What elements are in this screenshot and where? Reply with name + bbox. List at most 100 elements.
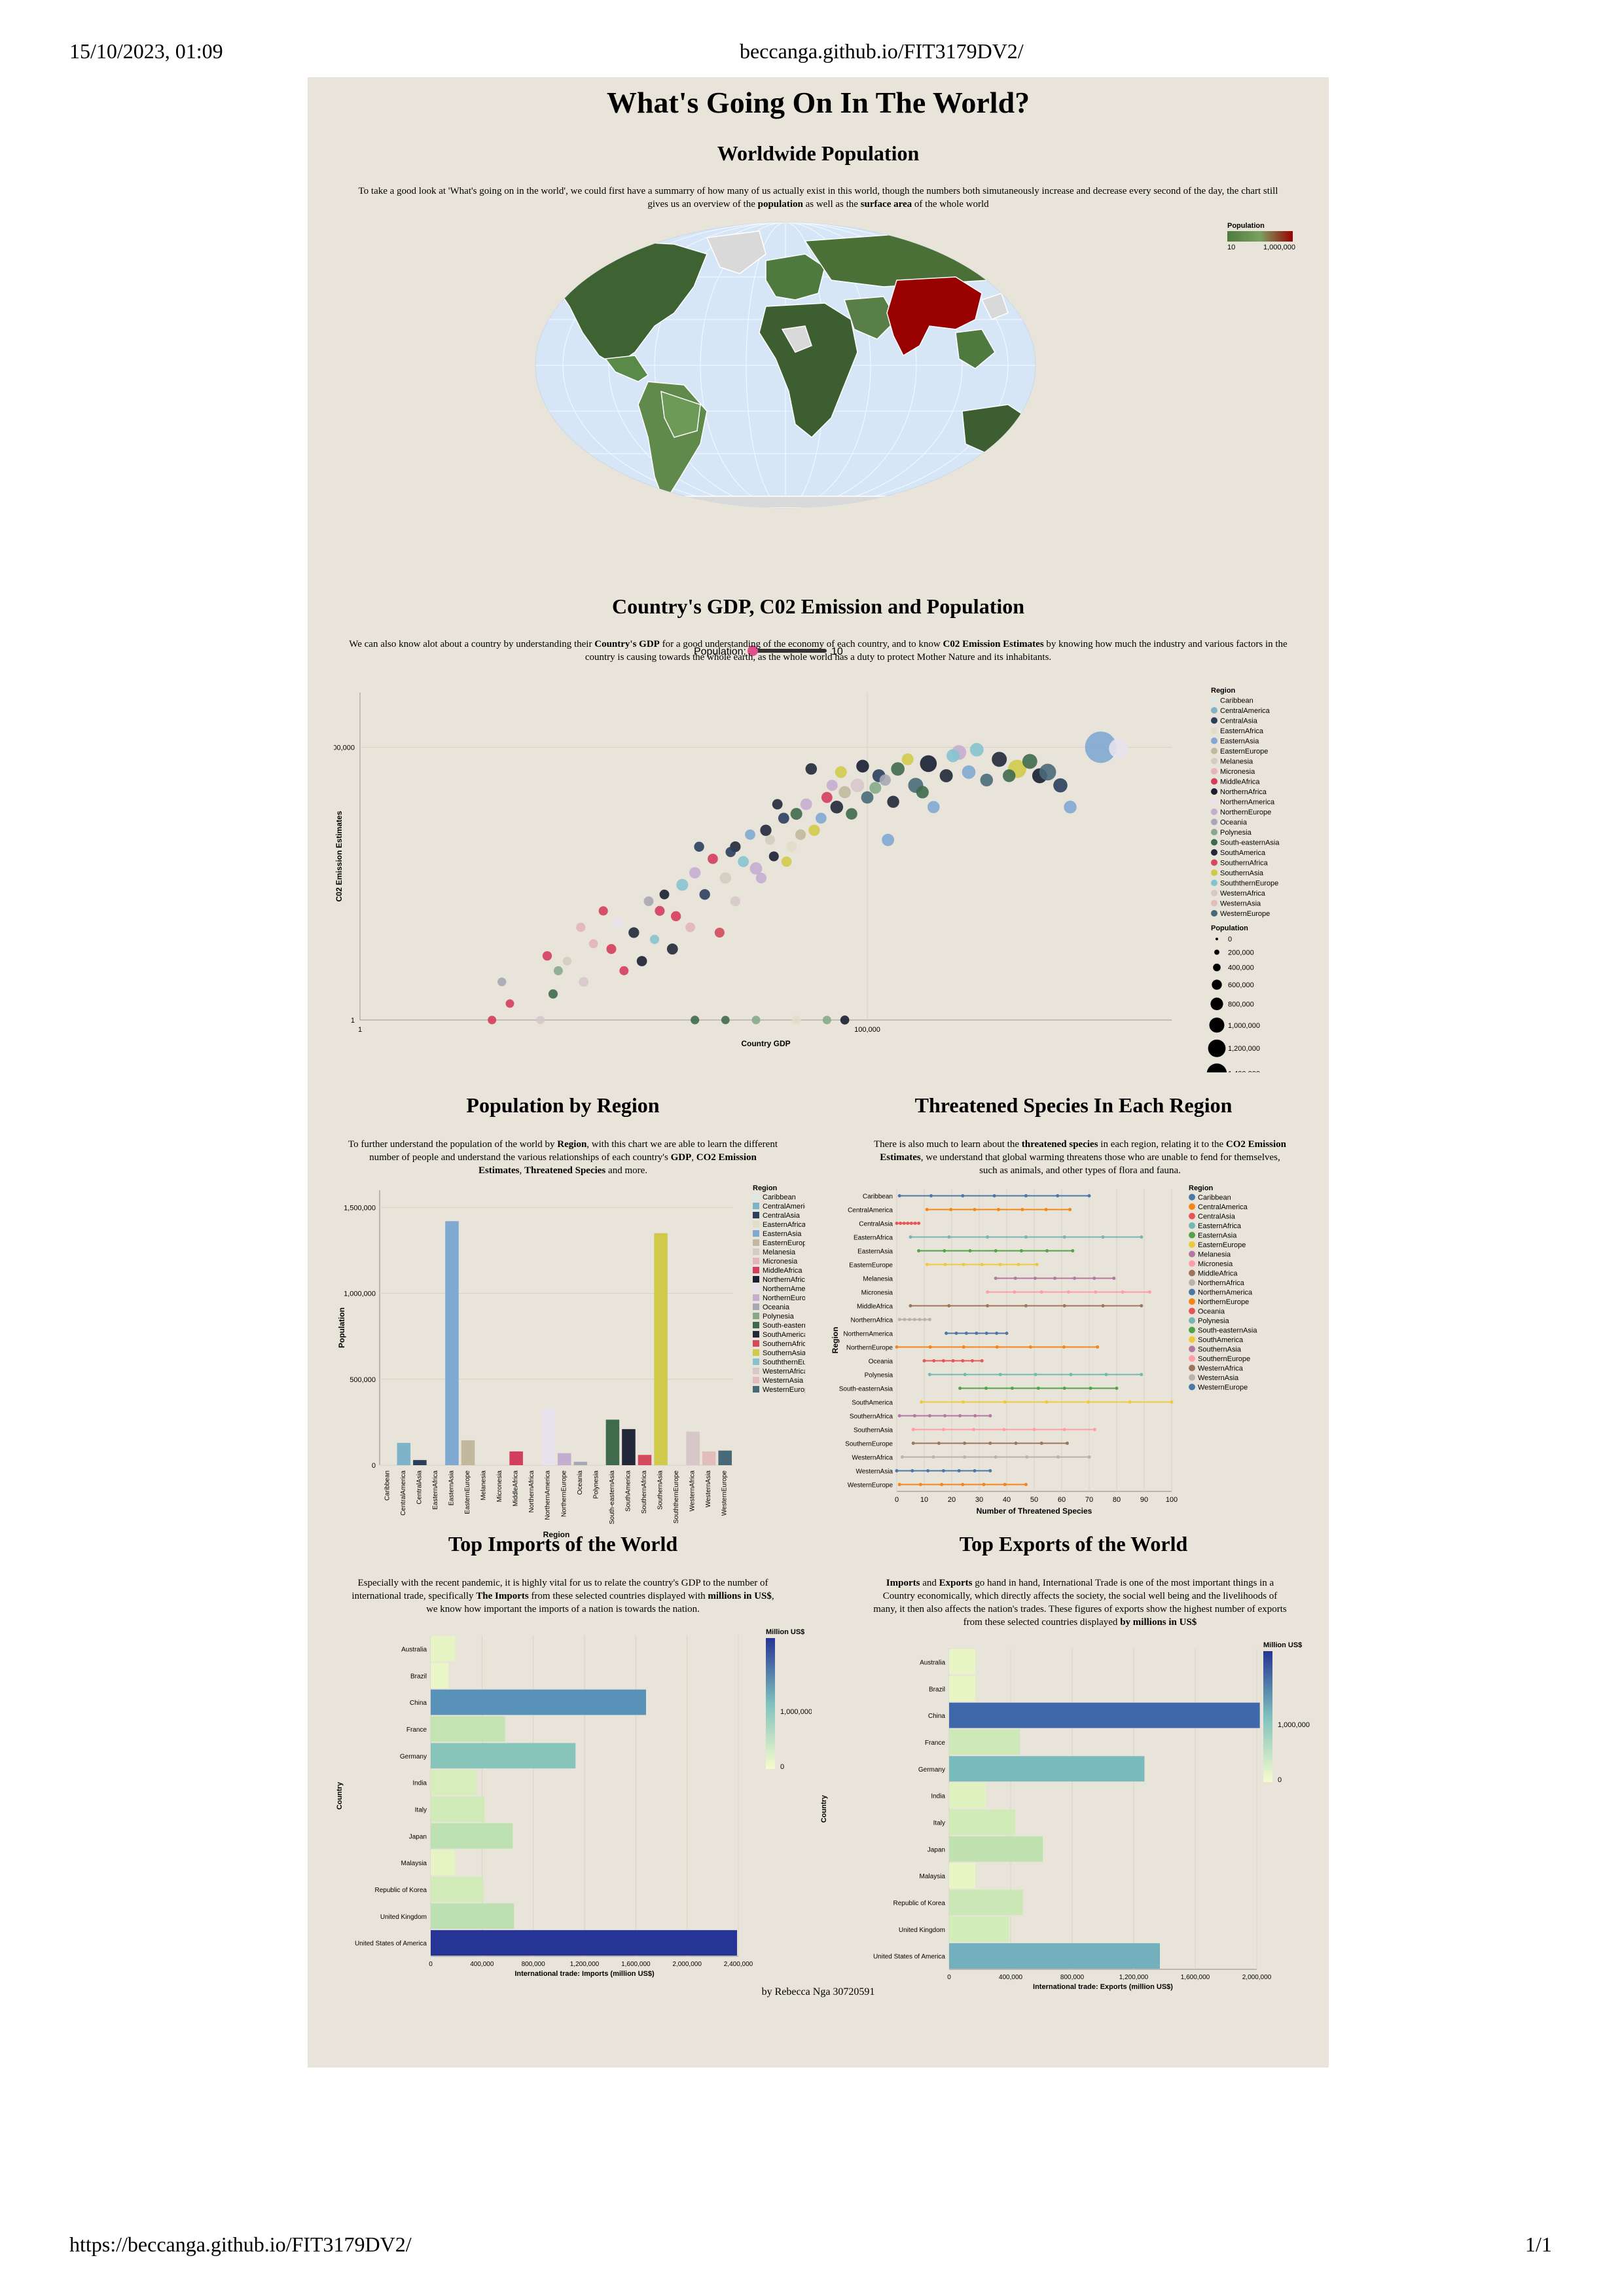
imports-bar-chart[interactable]: 0 400,000 800,000 1,200,000 1,600,000 2,000,0… [334, 1629, 812, 2061]
legend-label: SouththernEurope [763, 1358, 805, 1366]
y-axis-title: Region [831, 1327, 840, 1354]
legend-symbol [753, 1331, 759, 1338]
data-point [606, 944, 617, 955]
legend-symbol [753, 1276, 759, 1283]
data-point [691, 1015, 700, 1025]
data-point [992, 1194, 996, 1197]
data-point [708, 853, 718, 864]
data-point [721, 1015, 730, 1025]
bar [949, 1675, 975, 1702]
world-map[interactable]: Population 10 1,000,000 Population: 10 [308, 215, 1329, 660]
data-point [928, 1373, 931, 1376]
x-tick-label: 0 [895, 1496, 899, 1504]
legend-label: NorthernAfrica [763, 1276, 805, 1284]
data-point [963, 1455, 967, 1459]
data-point [975, 1332, 979, 1335]
y-tick-label: EasternAfrica [854, 1235, 893, 1242]
data-point [1092, 1277, 1096, 1280]
legend-symbol [1189, 1307, 1195, 1315]
legend-label: WesternAfrica [1220, 890, 1266, 898]
data-point [1045, 1249, 1049, 1252]
y-tick-label: United States of America [873, 1954, 945, 1961]
bar [573, 1461, 588, 1465]
legend-label: SouthernEurope [1198, 1355, 1250, 1363]
legend-symbol [1211, 707, 1217, 714]
legend-symbol [753, 1239, 759, 1246]
data-point [958, 1387, 962, 1390]
gdp-title: Country's GDP, C02 Emission and Populati… [611, 594, 1025, 618]
population-slider-handle[interactable] [748, 646, 758, 656]
legend-symbol [1189, 1288, 1195, 1296]
legend-label: CentralAsia [1198, 1213, 1236, 1221]
data-point [927, 801, 940, 814]
size-legend-symbol [1214, 949, 1219, 955]
data-point [995, 1345, 999, 1349]
legend-label: 0 [1278, 1776, 1282, 1784]
y-axis-title: Population [337, 1307, 346, 1348]
legend-symbol [1211, 768, 1217, 774]
data-point [947, 1304, 951, 1307]
legend-gradient [1263, 1651, 1272, 1782]
x-tick-label: SouthernAfrica [641, 1470, 648, 1514]
data-point [562, 957, 572, 966]
data-point [670, 911, 681, 922]
data-point [805, 763, 818, 775]
data-point [536, 1015, 545, 1025]
x-tick-label: 400,000 [470, 1961, 494, 1968]
bar [431, 1796, 485, 1822]
data-point [636, 956, 647, 966]
bar [949, 1943, 1160, 1969]
y-tick-label: United Kingdom [899, 1927, 945, 1934]
bar [431, 1743, 576, 1769]
data-point [962, 1400, 965, 1404]
data-point [980, 1359, 984, 1362]
population-region-bar-chart[interactable]: 0 500,000 1,000,000 1,500,000 Caribbean Centr… [334, 1184, 805, 1557]
bar [949, 1863, 975, 1889]
legend-label: NorthernEurope [1220, 809, 1271, 816]
legend-label: NorthernEurope [763, 1294, 805, 1302]
x-tick-label: 0 [947, 1974, 951, 1981]
data-point [505, 999, 514, 1008]
y-tick-label: Australia [920, 1659, 945, 1666]
legend-title: Million US$ [766, 1629, 804, 1636]
data-point [694, 841, 704, 852]
x-tick-label: Oceania [577, 1470, 584, 1495]
slider-value: 10 [831, 646, 843, 657]
map-legend-title: Population [1227, 222, 1265, 230]
data-point [619, 966, 629, 975]
data-point [745, 829, 755, 840]
threatened-species-chart[interactable]: 0 10 20 30 40 50 60 70 80 90 100CaribbeanCentralAm… [818, 1184, 1329, 1550]
data-point [1036, 1387, 1040, 1390]
bar [949, 1916, 1009, 1942]
data-point [912, 1318, 916, 1321]
region-title: Population by Region [466, 1093, 660, 1117]
exports-bar-chart[interactable]: 0 400,000 800,000 1,200,000 1,600,000 2,000,0… [818, 1642, 1316, 2068]
gdp-co2-scatter-chart[interactable]: 1 100,000 1 100,000 Country GDP C02 Emission … [334, 680, 1303, 1072]
x-tick-label: EasternAsia [448, 1470, 455, 1506]
legend-symbol [1211, 890, 1217, 896]
legend-label: NorthernEurope [1198, 1298, 1249, 1306]
legend-label: Polynesia [1198, 1317, 1230, 1325]
legend-symbol [1189, 1250, 1195, 1258]
data-point [1069, 1373, 1073, 1376]
x-tick-label: 100,000 [854, 1026, 880, 1034]
data-point [1087, 1400, 1090, 1404]
data-point [542, 951, 552, 961]
legend-label: CentralAsia [763, 1212, 801, 1220]
size-legend-symbol [1213, 963, 1221, 972]
legend-label: WesternAfrica [763, 1368, 805, 1376]
legend-label: Oceania [1220, 819, 1248, 827]
print-footer-url[interactable]: https://beccanga.github.io/FIT3179DV2/ [69, 2232, 412, 2256]
data-point [781, 856, 792, 867]
data-point [899, 1222, 903, 1225]
data-point [882, 833, 895, 847]
data-point [1033, 1277, 1037, 1280]
legend-label: CentralAmerica [1220, 707, 1271, 715]
bar [949, 1649, 975, 1675]
data-point [984, 1332, 988, 1335]
x-tick-label: 1,200,000 [570, 1961, 600, 1968]
y-tick-label: Brazil [929, 1686, 945, 1693]
data-point [725, 847, 736, 858]
legend-symbol [1211, 748, 1217, 754]
legend-label: WesternAsia [1220, 900, 1261, 908]
